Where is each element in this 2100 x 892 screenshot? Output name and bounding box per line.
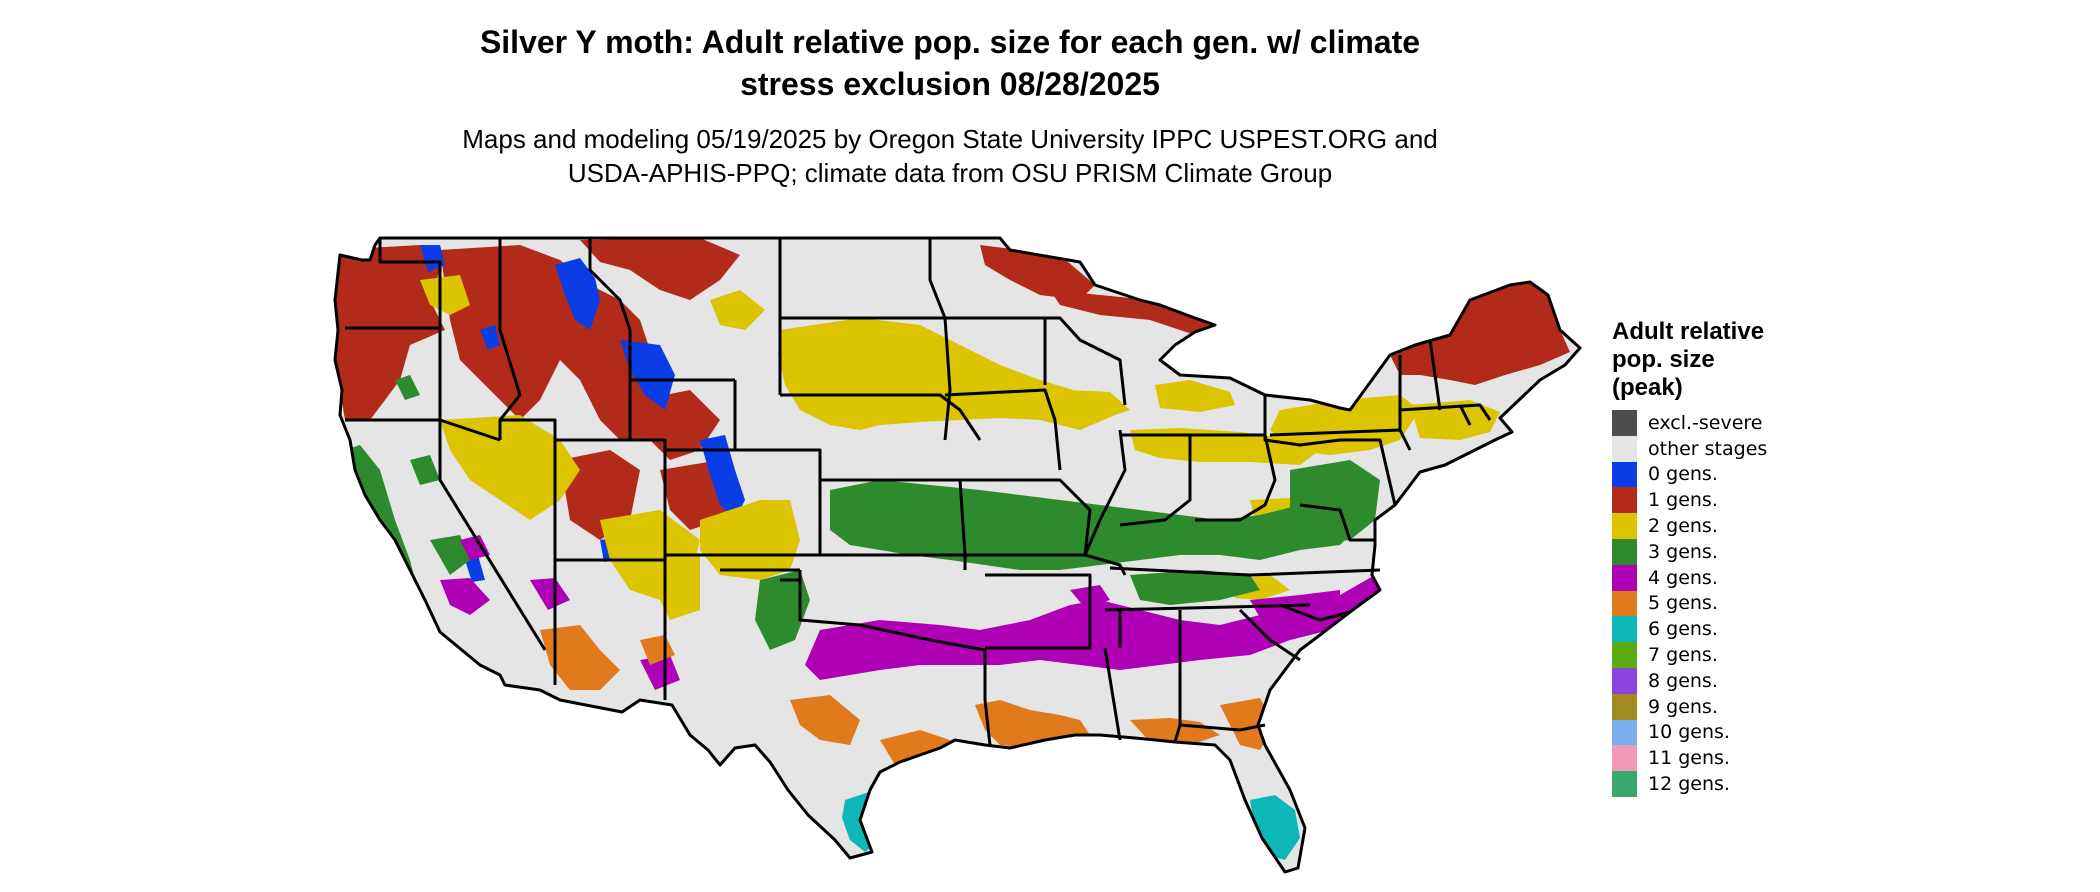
state-boundaries (333, 236, 1582, 874)
legend-label: 4 gens. (1648, 566, 1718, 589)
legend-swatch (1612, 410, 1637, 436)
legend-label: 2 gens. (1648, 515, 1718, 538)
legend-title: Adult relative pop. size (peak) (1612, 318, 1767, 402)
legend-item: 6 gens. (1612, 616, 1767, 643)
legend-label: 3 gens. (1648, 540, 1718, 563)
us-generations-map (333, 236, 1582, 874)
map-legend: Adult relative pop. size (peak) excl.-se… (1612, 318, 1767, 797)
legend-item: 1 gens. (1612, 487, 1767, 514)
legend-label: excl.-severe (1648, 411, 1763, 434)
legend-item: other stages (1612, 435, 1768, 462)
legend-swatch (1612, 719, 1637, 746)
legend-item: 0 gens. (1612, 461, 1767, 488)
legend-label: 6 gens. (1648, 618, 1718, 641)
legend-title-line-3: (peak) (1612, 374, 1683, 401)
legend-swatch (1612, 513, 1637, 539)
legend-label: 12 gens. (1648, 773, 1730, 796)
legend-swatch (1612, 564, 1637, 591)
legend-item: 3 gens. (1612, 538, 1767, 565)
legend-item: 9 gens. (1612, 693, 1767, 720)
legend-items: excl.-severe other stages 0 gens. 1 gens. 2 … (1612, 410, 1767, 797)
legend-swatch (1612, 667, 1637, 694)
legend-label: 11 gens. (1648, 747, 1730, 770)
legend-item: 2 gens. (1612, 513, 1767, 539)
legend-swatch (1612, 745, 1637, 772)
legend-item: 4 gens. (1612, 564, 1767, 591)
legend-title-line-1: Adult relative (1612, 318, 1765, 345)
legend-label: other stages (1648, 437, 1768, 460)
legend-item: 5 gens. (1612, 590, 1767, 617)
legend-label: 5 gens. (1648, 592, 1718, 615)
legend-swatch (1612, 461, 1637, 488)
legend-label: 1 gens. (1648, 489, 1718, 512)
legend-item: 8 gens. (1612, 667, 1767, 694)
legend-swatch (1612, 435, 1637, 462)
legend-item: excl.-severe (1612, 410, 1767, 436)
map-subtitle-line-1: Maps and modeling 05/19/2025 by Oregon S… (462, 124, 1438, 154)
legend-swatch (1612, 771, 1637, 797)
legend-item: 11 gens. (1612, 745, 1767, 772)
map-title-line-2: stress exclusion 08/28/2025 (740, 66, 1160, 102)
map-subtitle-line-2: USDA-APHIS-PPQ; climate data from OSU PR… (567, 158, 1333, 188)
legend-label: 0 gens. (1648, 463, 1718, 486)
legend-swatch (1612, 538, 1637, 565)
legend-swatch (1612, 616, 1637, 643)
legend-swatch (1612, 487, 1637, 514)
legend-swatch (1612, 642, 1637, 668)
legend-label: 10 gens. (1648, 721, 1730, 744)
legend-item: 10 gens. (1612, 719, 1767, 746)
legend-label: 8 gens. (1648, 669, 1718, 692)
legend-title-line-2: pop. size (1612, 346, 1715, 373)
legend-item: 7 gens. (1612, 642, 1767, 668)
legend-item: 12 gens. (1612, 771, 1767, 797)
legend-swatch (1612, 693, 1637, 720)
map-title-line-1: Silver Y moth: Adult relative pop. size … (479, 24, 1421, 60)
legend-label: 9 gens. (1648, 695, 1718, 718)
legend-swatch (1612, 590, 1637, 617)
legend-label: 7 gens. (1648, 644, 1718, 667)
